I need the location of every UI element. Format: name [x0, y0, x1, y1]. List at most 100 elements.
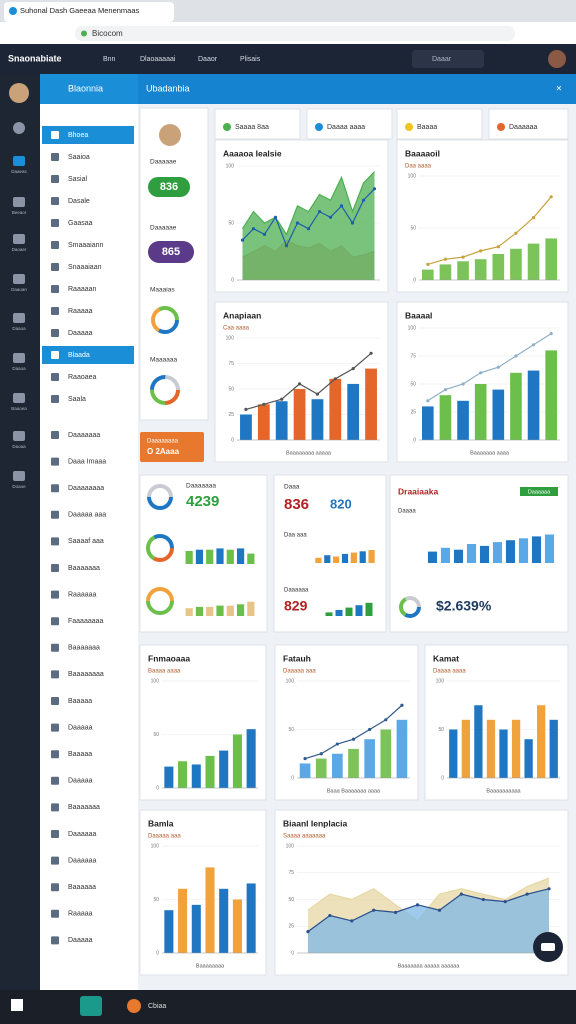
- sidebar-item[interactable]: Daaaaaaa: [68, 432, 100, 439]
- sidebar-item[interactable]: Raaaaan: [68, 286, 97, 293]
- rail-icon[interactable]: [13, 393, 25, 403]
- sidebar-icon: [51, 590, 59, 599]
- y-tick-label: 0: [441, 775, 444, 781]
- y-tick-label: 100: [151, 843, 160, 849]
- line-point: [280, 397, 284, 401]
- sidebar-item[interactable]: Snaaaiaan: [68, 264, 102, 271]
- chart-title: Fatauh: [283, 653, 311, 663]
- bar: [474, 259, 487, 280]
- mini-bar: [345, 607, 353, 616]
- action-button[interactable]: [140, 432, 204, 462]
- y-tick-label: 50: [410, 381, 416, 387]
- line-point: [479, 371, 483, 375]
- sidebar-icon: [51, 909, 59, 918]
- sidebar-item[interactable]: Blaada: [68, 352, 90, 359]
- rail-icon[interactable]: [13, 313, 25, 323]
- chart-caption: Baaaaaaaaaa: [486, 788, 521, 794]
- y-tick-label: 50: [228, 386, 234, 392]
- value-pill: [148, 177, 190, 197]
- chart-subtitle: Daaaa aaaa: [433, 669, 466, 675]
- top-menu-item[interactable]: Dlaoaaaaai: [140, 56, 176, 63]
- rail-label: Beeaor: [12, 210, 27, 215]
- taskbar-app[interactable]: [127, 999, 141, 1013]
- sidebar-item[interactable]: Daaaaa aaa: [68, 512, 106, 519]
- sidebar-item[interactable]: Baaaaaa: [68, 884, 96, 891]
- bar: [275, 401, 288, 440]
- rail-icon[interactable]: [13, 197, 25, 207]
- close-icon[interactable]: ×: [556, 84, 562, 95]
- sidebar-icon: [51, 153, 59, 161]
- rail-label: Daoaer: [12, 247, 27, 252]
- top-menu-item[interactable]: Daaor: [198, 56, 218, 63]
- user-avatar[interactable]: [548, 50, 566, 68]
- bar: [219, 750, 229, 788]
- sidebar-item[interactable]: Daaaaaaaa: [68, 485, 104, 492]
- sidebar-item[interactable]: Raaaaaa: [68, 591, 97, 598]
- address-bar[interactable]: [75, 26, 515, 41]
- sidebar-icon: [51, 373, 59, 381]
- kpi-row-label: Daaaaaa: [284, 588, 309, 594]
- kpi-card: [139, 474, 268, 633]
- summary-label: Baaaa: [417, 124, 437, 131]
- sidebar-item[interactable]: Sasial: [68, 176, 88, 183]
- line-point: [328, 913, 332, 918]
- rail-icon[interactable]: [13, 122, 25, 134]
- sidebar-icon: [51, 175, 59, 183]
- sidebar-item[interactable]: Bhoea: [68, 132, 88, 139]
- rail-icon[interactable]: [13, 471, 25, 481]
- y-tick-label: 0: [231, 437, 234, 443]
- sidebar-item[interactable]: Baaaaa: [68, 698, 92, 705]
- tab[interactable]: [4, 2, 174, 22]
- top-menu-item[interactable]: Bnn: [103, 56, 116, 63]
- search-box[interactable]: [412, 50, 484, 68]
- y-tick-label: 100: [436, 678, 445, 684]
- sidebar-item[interactable]: Baaaaaaa: [68, 804, 100, 811]
- sidebar-item[interactable]: Faaaaaaaa: [68, 618, 104, 625]
- sidebar-item[interactable]: Baaaaa: [68, 751, 92, 758]
- mini-bar: [505, 540, 516, 563]
- sidebar-item[interactable]: Saaioa: [68, 154, 90, 161]
- chart-subtitle: Caa aaaa: [223, 326, 250, 332]
- y-tick-label: 75: [288, 870, 294, 876]
- sidebar-item[interactable]: Raaaaa: [68, 911, 93, 918]
- rail-icon[interactable]: [13, 431, 25, 441]
- top-menu-item[interactable]: Plisais: [240, 56, 261, 63]
- sidebar-item[interactable]: Dasale: [68, 198, 90, 205]
- kpi-badge: [520, 487, 558, 496]
- rail-icon[interactable]: [13, 156, 25, 166]
- chart-title: Aaaaoa Iealsie: [223, 148, 282, 158]
- sidebar-item[interactable]: Daaaaa: [68, 330, 93, 337]
- start-button[interactable]: [11, 999, 23, 1011]
- rail-icon[interactable]: [13, 274, 25, 284]
- bar: [178, 888, 188, 953]
- mini-bar: [226, 549, 234, 564]
- sidebar-item[interactable]: Baaaaaaa: [68, 565, 100, 572]
- chart-subtitle: Saaaa aaaaaaa: [283, 834, 326, 840]
- kpi-title: Daaaaaaa: [186, 483, 216, 490]
- sidebar-item[interactable]: Saaaaf aaa: [68, 538, 104, 545]
- sidebar-item[interactable]: Saala: [68, 396, 86, 403]
- line: [245, 352, 372, 410]
- sidebar-item[interactable]: Daaaaa: [68, 724, 93, 731]
- sidebar-icon: [51, 484, 59, 493]
- sidebar-item[interactable]: Daaa Imaaa: [68, 458, 106, 465]
- sidebar-item[interactable]: Gaasaa: [68, 220, 93, 227]
- line-point: [328, 215, 333, 219]
- sidebar-item[interactable]: Daaaaa: [68, 778, 93, 785]
- sidebar-item[interactable]: Smaaaiann: [68, 242, 104, 249]
- sidebar-item[interactable]: Baaaaaaa: [68, 645, 100, 652]
- sidebar-item[interactable]: Baaaaaaaa: [68, 671, 104, 678]
- line-point: [284, 244, 289, 248]
- sidebar-item[interactable]: Daaaaaa: [68, 857, 97, 864]
- sidebar-item[interactable]: Daaaaa: [68, 937, 93, 944]
- sidebar-item[interactable]: Raaaaa: [68, 308, 93, 315]
- sidebar-item[interactable]: Raaoaea: [68, 374, 97, 381]
- rail-icon[interactable]: [13, 353, 25, 363]
- line-point: [426, 262, 430, 266]
- rail-icon[interactable]: [13, 234, 25, 244]
- bar: [421, 406, 434, 440]
- line-point: [306, 227, 311, 231]
- y-tick-label: 100: [151, 678, 160, 684]
- taskbar-app[interactable]: [80, 996, 102, 1016]
- sidebar-item[interactable]: Daaaaaa: [68, 831, 97, 838]
